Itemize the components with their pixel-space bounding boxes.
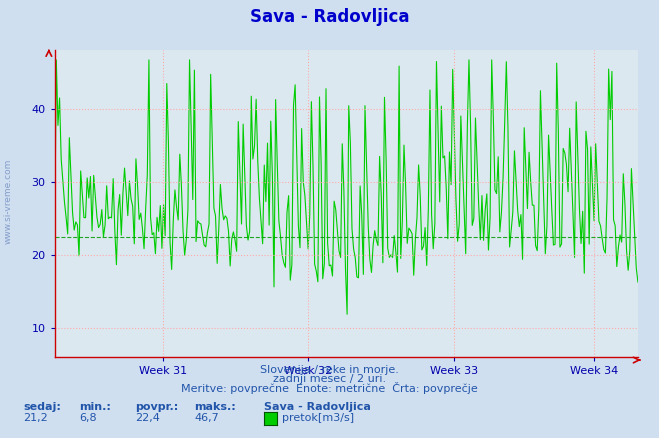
Text: www.si-vreme.com: www.si-vreme.com: [4, 159, 13, 244]
Text: 22,4: 22,4: [135, 413, 160, 423]
Text: 46,7: 46,7: [194, 413, 219, 423]
Text: Meritve: povprečne  Enote: metrične  Črta: povprečje: Meritve: povprečne Enote: metrične Črta:…: [181, 381, 478, 394]
Text: 6,8: 6,8: [79, 413, 97, 423]
Text: 21,2: 21,2: [23, 413, 48, 423]
Text: Sava - Radovljica: Sava - Radovljica: [264, 403, 370, 412]
Text: zadnji mesec / 2 uri.: zadnji mesec / 2 uri.: [273, 374, 386, 384]
Text: povpr.:: povpr.:: [135, 403, 179, 412]
Text: min.:: min.:: [79, 403, 111, 412]
Text: sedaj:: sedaj:: [23, 403, 61, 412]
Text: Slovenija / reke in morje.: Slovenija / reke in morje.: [260, 365, 399, 375]
Text: Sava - Radovljica: Sava - Radovljica: [250, 7, 409, 26]
Text: pretok[m3/s]: pretok[m3/s]: [282, 413, 354, 423]
Text: maks.:: maks.:: [194, 403, 236, 412]
